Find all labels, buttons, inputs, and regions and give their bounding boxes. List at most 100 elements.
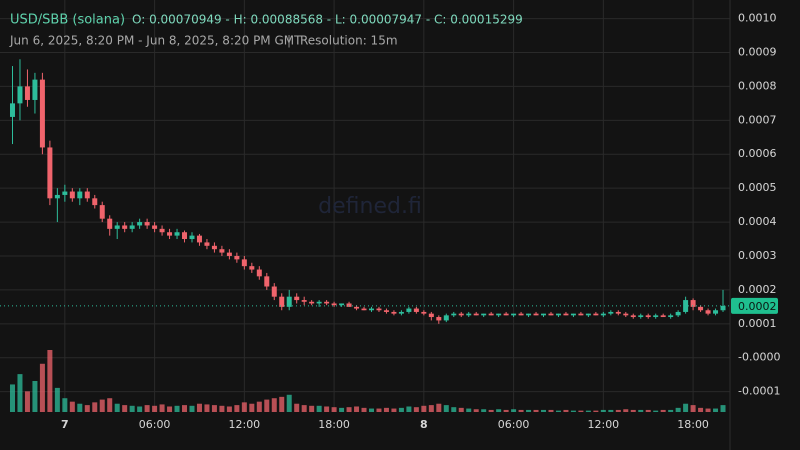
volume-bar bbox=[219, 405, 225, 412]
y-tick-label: 0.0001 bbox=[738, 317, 777, 330]
y-tick-label: 0.0003 bbox=[738, 249, 777, 262]
volume-bar bbox=[623, 409, 629, 412]
volume-bar bbox=[24, 391, 30, 412]
volume-bar bbox=[234, 405, 240, 412]
y-tick-label: -0.0001 bbox=[738, 385, 780, 398]
volume-bar bbox=[443, 405, 449, 412]
candle-body bbox=[608, 311, 614, 314]
candle-body bbox=[428, 313, 434, 318]
candle-body bbox=[196, 235, 202, 243]
candle-body bbox=[271, 286, 277, 297]
volume-bar bbox=[660, 409, 666, 412]
resolution: Resolution: 15m bbox=[300, 34, 398, 48]
candle-body bbox=[324, 301, 330, 304]
volume-bar bbox=[645, 409, 651, 412]
volume-bar bbox=[698, 407, 704, 412]
candle-body bbox=[9, 103, 15, 117]
candle-body bbox=[630, 315, 636, 318]
volume-bar bbox=[241, 402, 247, 412]
volume-bar bbox=[398, 407, 404, 412]
candle-body bbox=[496, 313, 502, 316]
candle-body bbox=[698, 306, 704, 311]
volume-bar bbox=[690, 405, 696, 412]
y-tick-label: -0.0000 bbox=[738, 351, 780, 364]
volume-bar bbox=[9, 384, 15, 412]
candle-body bbox=[615, 311, 621, 314]
volume-bar bbox=[421, 405, 427, 412]
x-tick-label: 7 bbox=[61, 418, 69, 431]
volume-bar bbox=[683, 403, 689, 412]
volume-bar bbox=[503, 409, 509, 412]
volume-bar bbox=[496, 409, 502, 412]
candle-body bbox=[668, 315, 674, 318]
volume-bar bbox=[99, 399, 105, 412]
candle-body bbox=[331, 303, 337, 306]
volume-bar bbox=[32, 381, 38, 412]
volume-bar bbox=[361, 407, 367, 412]
candle-body bbox=[570, 313, 576, 316]
candle-body bbox=[144, 222, 150, 226]
candle-body bbox=[361, 308, 367, 311]
volume-bar bbox=[406, 406, 412, 412]
volume-bar bbox=[182, 405, 188, 412]
volume-bar bbox=[638, 409, 644, 412]
volume-bar bbox=[413, 407, 419, 412]
volume-bar bbox=[354, 406, 360, 412]
candle-body bbox=[376, 308, 382, 311]
volume-bar bbox=[279, 396, 285, 412]
candle-body bbox=[675, 311, 681, 316]
candle-body bbox=[451, 313, 457, 316]
volume-bar bbox=[518, 409, 524, 412]
volume-bar bbox=[152, 405, 158, 412]
candle-body bbox=[466, 313, 472, 316]
candle-body bbox=[660, 315, 666, 318]
candle-body bbox=[204, 242, 210, 246]
candle-body bbox=[219, 249, 225, 253]
candle-body bbox=[84, 191, 90, 199]
volume-bar bbox=[114, 403, 120, 412]
volume-bar bbox=[271, 398, 277, 412]
volume-bar bbox=[256, 401, 262, 412]
candle-body bbox=[720, 305, 726, 311]
y-tick-label: 0.0005 bbox=[738, 181, 777, 194]
candle-body bbox=[406, 308, 412, 312]
candle-body bbox=[503, 313, 509, 316]
candle-body bbox=[39, 79, 45, 148]
volume-bar bbox=[137, 406, 143, 412]
candle-body bbox=[137, 222, 143, 226]
volume-bar bbox=[167, 406, 173, 412]
candle-body bbox=[226, 252, 232, 256]
y-tick-label: 0.0006 bbox=[738, 147, 777, 160]
volume-bar bbox=[473, 409, 479, 412]
candle-body bbox=[421, 311, 427, 314]
ohlc-readout: O: 0.00070949 - H: 0.00088568 - L: 0.000… bbox=[132, 13, 523, 27]
candle-body bbox=[511, 313, 517, 316]
volume-bar bbox=[107, 398, 113, 412]
candle-body bbox=[99, 205, 105, 219]
volume-bar bbox=[383, 407, 389, 412]
volume-bar bbox=[196, 403, 202, 412]
candle-body bbox=[346, 303, 352, 307]
candle-body bbox=[167, 232, 173, 236]
candle-body bbox=[488, 313, 494, 316]
candle-body bbox=[339, 303, 345, 306]
candle-body bbox=[249, 266, 255, 270]
x-tick-label: 8 bbox=[420, 418, 428, 431]
volume-bar bbox=[511, 409, 517, 412]
candle-body bbox=[32, 79, 38, 100]
candle-body bbox=[301, 300, 307, 302]
volume-bar bbox=[69, 401, 75, 412]
last-price-label: 0.0002 bbox=[738, 300, 777, 313]
volume-bar bbox=[705, 408, 711, 412]
volume-bar bbox=[47, 350, 53, 412]
x-tick-label: 18:00 bbox=[318, 418, 350, 431]
volume-bar bbox=[211, 405, 217, 412]
candle-body bbox=[159, 228, 165, 233]
candle-body bbox=[279, 296, 285, 307]
volume-bar bbox=[62, 398, 68, 412]
volume-bar bbox=[301, 405, 307, 412]
candle-body bbox=[548, 313, 554, 316]
volume-bar bbox=[84, 405, 90, 412]
candle-body bbox=[578, 313, 584, 316]
